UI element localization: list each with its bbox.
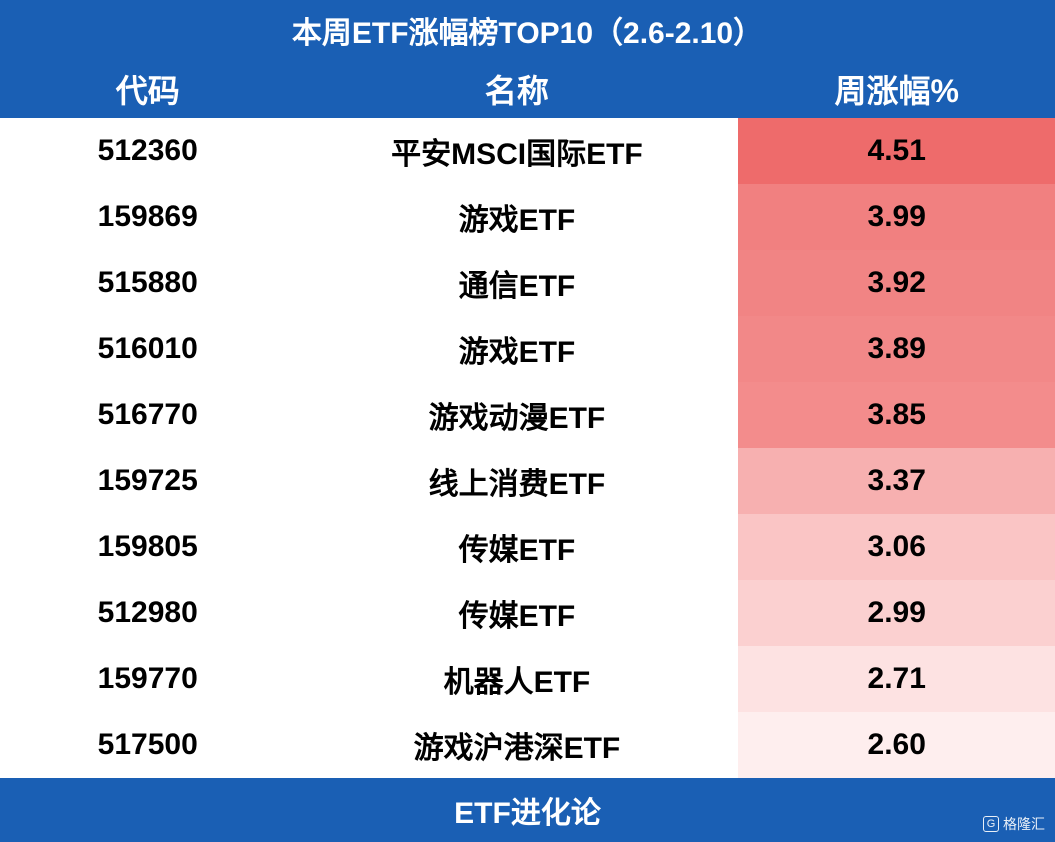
table-row: 516770游戏动漫ETF3.85 xyxy=(0,382,1055,448)
column-headers: 代码 名称 周涨幅% xyxy=(0,60,1055,118)
table-row: 512980传媒ETF2.99 xyxy=(0,580,1055,646)
cell-code: 512360 xyxy=(0,118,295,184)
header-code: 代码 xyxy=(0,66,295,112)
cell-name: 传媒ETF xyxy=(295,514,738,580)
cell-code: 512980 xyxy=(0,580,295,646)
watermark-icon: G xyxy=(983,816,999,832)
table-row: 517500游戏沪港深ETF2.60 xyxy=(0,712,1055,778)
cell-name: 游戏动漫ETF xyxy=(295,382,738,448)
watermark-text: 格隆汇 xyxy=(1003,814,1045,834)
cell-name: 通信ETF xyxy=(295,250,738,316)
watermark: G 格隆汇 xyxy=(983,814,1045,834)
table-body: 512360平安MSCI国际ETF4.51159869游戏ETF3.995158… xyxy=(0,118,1055,778)
cell-name: 游戏ETF xyxy=(295,316,738,382)
table-row: 159725线上消费ETF3.37 xyxy=(0,448,1055,514)
table-footer: ETF进化论 xyxy=(0,778,1055,842)
cell-change: 3.89 xyxy=(738,316,1055,382)
cell-code: 159805 xyxy=(0,514,295,580)
cell-change: 3.85 xyxy=(738,382,1055,448)
cell-change: 3.99 xyxy=(738,184,1055,250)
cell-code: 517500 xyxy=(0,712,295,778)
header-name: 名称 xyxy=(295,66,738,112)
cell-change: 2.71 xyxy=(738,646,1055,712)
header-change: 周涨幅% xyxy=(738,66,1055,112)
cell-code: 515880 xyxy=(0,250,295,316)
cell-change: 3.37 xyxy=(738,448,1055,514)
cell-change: 2.99 xyxy=(738,580,1055,646)
cell-code: 159725 xyxy=(0,448,295,514)
cell-change: 2.60 xyxy=(738,712,1055,778)
table-row: 159869游戏ETF3.99 xyxy=(0,184,1055,250)
cell-name: 游戏ETF xyxy=(295,184,738,250)
cell-name: 平安MSCI国际ETF xyxy=(295,118,738,184)
table-row: 515880通信ETF3.92 xyxy=(0,250,1055,316)
table-row: 159805传媒ETF3.06 xyxy=(0,514,1055,580)
cell-name: 机器人ETF xyxy=(295,646,738,712)
cell-code: 516770 xyxy=(0,382,295,448)
table-row: 512360平安MSCI国际ETF4.51 xyxy=(0,118,1055,184)
cell-name: 游戏沪港深ETF xyxy=(295,712,738,778)
table-row: 159770机器人ETF2.71 xyxy=(0,646,1055,712)
table-row: 516010游戏ETF3.89 xyxy=(0,316,1055,382)
table-title: 本周ETF涨幅榜TOP10（2.6-2.10） xyxy=(0,0,1055,60)
cell-change: 3.92 xyxy=(738,250,1055,316)
cell-change: 4.51 xyxy=(738,118,1055,184)
cell-name: 线上消费ETF xyxy=(295,448,738,514)
cell-code: 516010 xyxy=(0,316,295,382)
cell-code: 159770 xyxy=(0,646,295,712)
etf-table: 本周ETF涨幅榜TOP10（2.6-2.10） 代码 名称 周涨幅% 51236… xyxy=(0,0,1055,842)
cell-name: 传媒ETF xyxy=(295,580,738,646)
cell-code: 159869 xyxy=(0,184,295,250)
cell-change: 3.06 xyxy=(738,514,1055,580)
